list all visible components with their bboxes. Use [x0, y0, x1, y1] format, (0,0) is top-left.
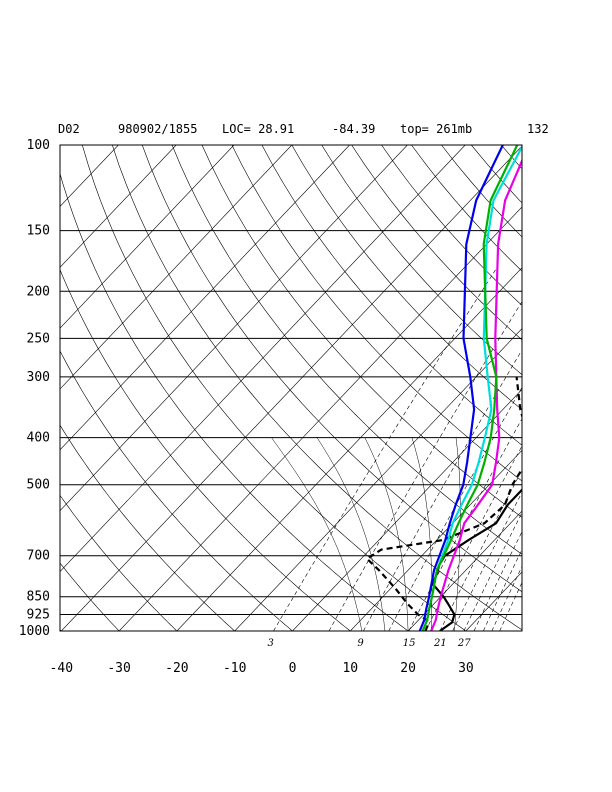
- isotherm-line: [60, 145, 119, 207]
- dry-adiabat-line: [60, 424, 236, 631]
- isotherm-line: [60, 145, 350, 451]
- mixing-ratio-line: [452, 491, 522, 631]
- temperature-tick-label: -30: [107, 661, 130, 676]
- mixing-ratio-line: [388, 386, 522, 631]
- dry-adiabat-line: [591, 145, 612, 641]
- header-top: top= 261mb: [400, 122, 472, 136]
- plot-frame: [59, 144, 523, 632]
- pressure-tick-label: 300: [27, 370, 50, 385]
- isotherm-line: [60, 145, 466, 572]
- dry-adiabat-line: [60, 494, 178, 631]
- isotherm-line: [176, 267, 522, 631]
- isotherm-line: [524, 145, 612, 631]
- mixing-ratio-line: [483, 548, 522, 631]
- header-lon: -84.39: [332, 122, 375, 136]
- dry-adiabat-line: [291, 145, 522, 411]
- pressure-tick-label: 150: [27, 224, 50, 239]
- mixing-ratio-label: 21: [433, 638, 447, 649]
- sounding-series-line: [430, 158, 522, 631]
- mixing-ratio-line: [491, 565, 522, 631]
- temperature-tick-label: 20: [400, 661, 416, 676]
- dry-adiabat-line: [411, 145, 522, 272]
- dry-adiabat-line: [60, 269, 351, 631]
- isotherm-line: [292, 388, 522, 631]
- background-grid: [60, 145, 612, 641]
- mixing-ratio-line: [408, 418, 522, 631]
- dry-adiabat-line: [141, 145, 522, 593]
- mixing-ratio-label: 3: [268, 638, 274, 649]
- dry-adiabat-line: [60, 562, 120, 631]
- header-loc: LOC= 28.91: [222, 122, 294, 136]
- pressure-tick-label: 1000: [19, 624, 50, 639]
- mixing-ratio-line: [328, 301, 522, 631]
- dry-adiabat-line: [171, 145, 522, 555]
- pressure-tick-label: 700: [27, 549, 50, 564]
- dry-adiabat-line: [561, 145, 612, 641]
- temperature-tick-label: -20: [165, 661, 188, 676]
- mixing-ratio-labels: 3 9 15 21 27: [268, 638, 472, 649]
- isotherm-line: [407, 510, 522, 631]
- isotherm-line: [582, 145, 612, 631]
- dry-adiabat-line: [500, 145, 522, 170]
- moist-adiabat-line: [271, 437, 363, 631]
- header-domain: D02: [58, 122, 80, 136]
- sounding-series-line: [431, 488, 522, 631]
- pressure-tick-label: 925: [27, 608, 50, 623]
- mixing-ratio-label: 15: [403, 638, 416, 649]
- pressure-tick-label: 100: [27, 138, 50, 153]
- dry-adiabat-line: [531, 145, 612, 641]
- pressure-tick-label: 850: [27, 590, 50, 605]
- dry-adiabat-line: [261, 145, 522, 446]
- mixing-ratio-label: 27: [457, 638, 471, 649]
- sounding-series-line: [365, 376, 522, 631]
- pressure-tick-label: 200: [27, 284, 50, 299]
- dry-adiabat-line: [441, 145, 522, 238]
- pressure-tick-label: 250: [27, 331, 50, 346]
- isotherm-line: [234, 328, 522, 631]
- temperature-tick-label: 0: [289, 661, 297, 676]
- dry-adiabat-line: [82, 145, 467, 631]
- temperature-axis-labels: -40 -30 -20 -10 0 10 20 30: [50, 661, 474, 676]
- mixing-ratio-label: 9: [357, 638, 364, 649]
- moist-adiabat-line: [364, 437, 409, 631]
- temperature-tick-label: -10: [223, 661, 246, 676]
- dry-adiabat-line: [471, 145, 522, 204]
- dry-adiabat-line: [201, 145, 522, 518]
- sounding-series-line: [418, 145, 504, 631]
- temperature-tick-label: 30: [458, 661, 474, 676]
- pressure-tick-label: 400: [27, 431, 50, 446]
- mixing-ratio-line: [425, 445, 522, 631]
- sounding-series: [365, 145, 522, 631]
- header-code: 132: [527, 122, 549, 136]
- dry-adiabat-line: [231, 145, 522, 482]
- temperature-tick-label: -40: [50, 661, 73, 676]
- isotherm-line: [60, 145, 408, 512]
- isotherm-line: [350, 449, 522, 631]
- sounding-series-line: [421, 145, 519, 631]
- isotherm-line: [60, 145, 177, 268]
- pressure-tick-label: 500: [27, 478, 50, 493]
- header-datetime: 980902/1855: [118, 122, 197, 136]
- isotherm-line: [61, 145, 522, 631]
- isotherm-line: [60, 145, 235, 329]
- moist-adiabat-line: [316, 437, 386, 631]
- mixing-ratio-line: [499, 581, 522, 631]
- isotherm-line: [118, 206, 522, 631]
- dry-adiabat-line: [351, 145, 522, 341]
- dry-adiabat-line: [60, 172, 409, 631]
- temperature-tick-label: 10: [342, 661, 358, 676]
- mixing-ratio-line: [273, 268, 497, 631]
- isotherm-line: [60, 145, 293, 390]
- mixing-ratio-line: [363, 349, 522, 631]
- dry-adiabat-line: [60, 350, 293, 631]
- dry-adiabat-line: [112, 145, 522, 631]
